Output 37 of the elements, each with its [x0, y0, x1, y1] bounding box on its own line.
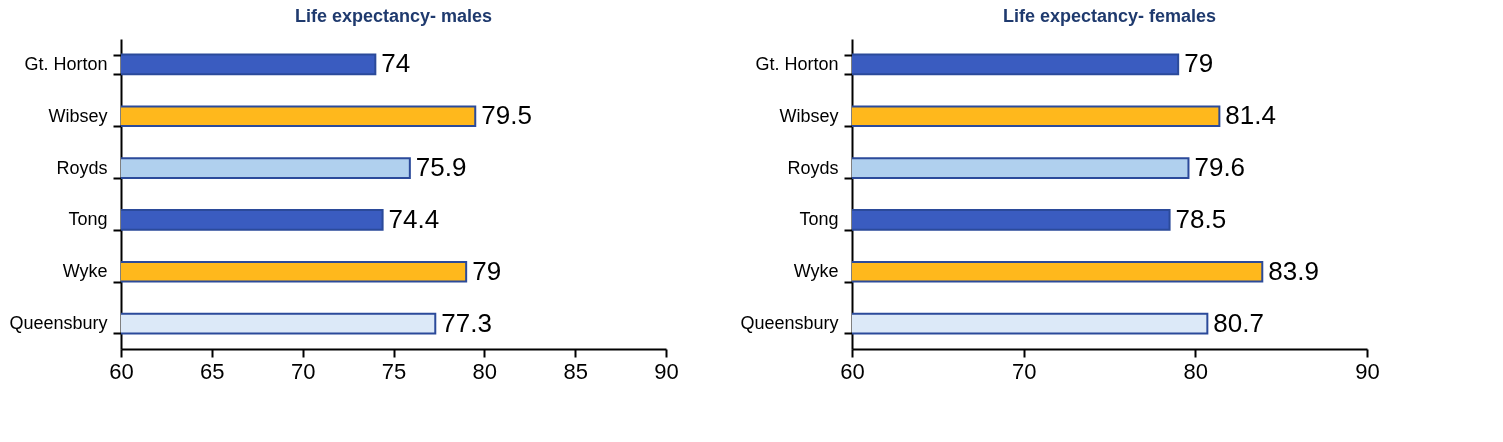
- y-tick-label: Royds: [56, 157, 108, 178]
- y-tick-label: Wyke: [793, 261, 839, 282]
- data-label: 75.9: [415, 152, 467, 183]
- y-tick-label: Wibsey: [779, 105, 839, 126]
- x-tick-label: 70: [1011, 358, 1037, 384]
- chart-title: Life expectancy- females: [1002, 6, 1217, 26]
- y-tick-label: Queensbury: [9, 313, 108, 334]
- x-tick-label: 80: [472, 358, 498, 384]
- x-tick-label: 60: [840, 358, 865, 384]
- data-label: 74: [381, 48, 411, 79]
- y-tick-label: Gt. Horton: [24, 53, 108, 74]
- y-tick-label: Wyke: [62, 261, 108, 282]
- x-tick-label: 85: [563, 358, 588, 384]
- data-label: 79: [1184, 48, 1214, 79]
- y-tick-label: Gt. Horton: [755, 53, 839, 74]
- x-tick-label: 70: [290, 358, 316, 384]
- data-label: 79.6: [1194, 152, 1246, 183]
- y-tick-label: Tong: [68, 209, 108, 230]
- y-tick-label: Wibsey: [48, 105, 108, 126]
- data-label: 78.5: [1175, 203, 1227, 234]
- chart-title: Life expectancy- males: [294, 6, 493, 26]
- data-label: 79.5: [481, 100, 532, 131]
- y-tick-label: Tong: [799, 209, 839, 230]
- y-tick-label: Royds: [787, 157, 839, 178]
- x-tick-label: 65: [200, 358, 225, 384]
- data-label: 83.9: [1268, 255, 1319, 286]
- y-tick-label: Queensbury: [740, 313, 839, 334]
- data-label: 77.3: [441, 307, 492, 338]
- data-label: 79: [472, 255, 502, 286]
- x-tick-label: 80: [1183, 358, 1209, 384]
- data-label: 74.4: [388, 203, 440, 234]
- x-tick-label: 90: [1355, 358, 1380, 384]
- x-tick-label: 75: [381, 358, 407, 384]
- data-label: 80.7: [1213, 307, 1264, 338]
- data-label: 81.4: [1225, 100, 1276, 131]
- x-tick-label: 60: [109, 358, 134, 384]
- x-tick-label: 90: [654, 358, 679, 384]
